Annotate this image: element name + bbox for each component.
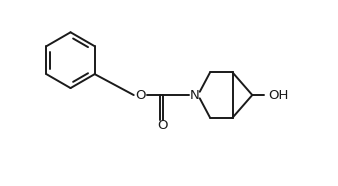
Text: O: O <box>158 119 168 132</box>
Text: OH: OH <box>268 89 288 102</box>
Text: N: N <box>190 89 200 102</box>
Text: O: O <box>135 89 146 102</box>
